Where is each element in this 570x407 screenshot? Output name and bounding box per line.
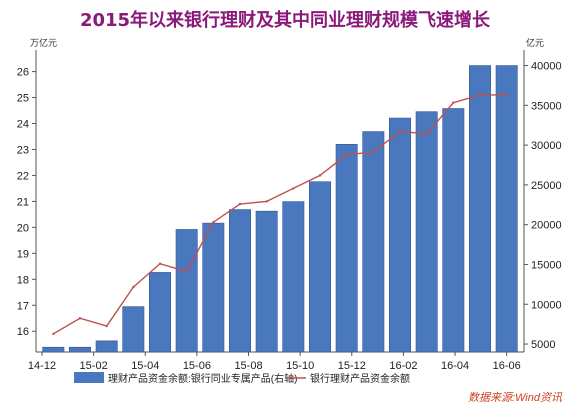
bar xyxy=(255,210,278,353)
bar xyxy=(149,272,171,353)
bar xyxy=(42,346,65,353)
bar xyxy=(122,306,145,353)
line-point xyxy=(372,150,375,154)
right-tick-label: 25000 xyxy=(531,180,562,192)
right-tick-label: 40000 xyxy=(531,61,562,73)
bar xyxy=(362,131,385,353)
legend-swatch-bar xyxy=(74,372,104,383)
line-point xyxy=(478,93,482,97)
line-point xyxy=(238,202,242,206)
line-point xyxy=(132,285,135,289)
right-tick-label: 15000 xyxy=(531,259,562,271)
right-tick-label: 35000 xyxy=(531,100,562,112)
line-point xyxy=(292,187,295,190)
line-point xyxy=(265,200,268,203)
x-tick-label: 16-02 xyxy=(389,360,417,372)
line-point xyxy=(78,317,82,320)
right-axis-unit: 亿元 xyxy=(526,37,544,48)
x-tick-label: 16-04 xyxy=(441,360,469,372)
source-note: 数据来源:Wind资讯 xyxy=(467,392,562,404)
line-point xyxy=(318,174,322,177)
axes: 万亿元 亿元 16 17 18 19 20 21 22 23 24 25 26 5000 10000 1500… xyxy=(17,37,562,372)
left-tick-label: 22 xyxy=(17,170,29,182)
x-tick-label: 15-04 xyxy=(131,360,159,372)
line-point xyxy=(212,220,215,224)
bar-series xyxy=(42,65,518,353)
left-axis-unit: 万亿元 xyxy=(30,37,57,48)
left-tick-label: 26 xyxy=(17,67,29,79)
bar xyxy=(69,346,91,353)
line-point xyxy=(158,262,162,265)
line-path xyxy=(52,94,507,335)
bar xyxy=(335,144,358,353)
line-point xyxy=(398,130,402,133)
bar xyxy=(175,229,198,353)
right-tick-label: 10000 xyxy=(531,299,562,311)
line-point xyxy=(185,270,188,273)
left-tick-label: 21 xyxy=(17,196,29,208)
left-tick-label: 19 xyxy=(17,248,29,260)
bar xyxy=(309,181,331,353)
x-tick-label: 15-02 xyxy=(80,360,108,372)
line-point xyxy=(425,132,428,136)
left-tick-label: 18 xyxy=(17,274,29,286)
left-tick-label: 25 xyxy=(17,93,29,105)
x-tick-label: 16-06 xyxy=(493,360,521,372)
right-tick-label: 5000 xyxy=(531,339,555,351)
x-tick-label: 14-12 xyxy=(28,360,56,372)
right-tick-label: 20000 xyxy=(531,220,562,232)
bar xyxy=(229,209,251,353)
bar xyxy=(469,65,491,353)
bar xyxy=(282,201,305,353)
bar xyxy=(95,340,118,353)
left-tick-label: 16 xyxy=(17,326,29,338)
line-point xyxy=(52,332,55,336)
x-tick-label: 15-12 xyxy=(338,360,366,372)
chart-title: 2015年以来银行理财及其中同业理财规模飞速增长 xyxy=(79,10,491,31)
line-series xyxy=(52,93,508,336)
bar xyxy=(442,108,465,353)
line-point xyxy=(452,101,455,104)
x-tick-label: 15-06 xyxy=(183,360,211,372)
left-tick-label: 17 xyxy=(17,300,29,312)
right-tick-label: 30000 xyxy=(531,140,562,152)
x-tick-label: 15-10 xyxy=(286,360,314,372)
bar xyxy=(495,65,518,353)
legend-label-line: 银行理财产品资金余额 xyxy=(310,372,410,385)
line-point xyxy=(505,93,508,97)
line-point xyxy=(105,324,108,328)
x-tick-label: 15-08 xyxy=(234,360,262,372)
line-point xyxy=(345,153,348,156)
legend: 理财产品资金余额:银行同业专属产品(右轴) 银行理财产品资金余额 xyxy=(74,372,410,385)
bar xyxy=(202,222,225,353)
bar xyxy=(389,117,411,353)
left-tick-label: 23 xyxy=(17,144,29,156)
left-tick-label: 24 xyxy=(17,119,29,131)
left-tick-label: 20 xyxy=(17,222,29,234)
bar xyxy=(415,111,438,353)
legend-label-bar: 理财产品资金余额:银行同业专属产品(右轴) xyxy=(108,372,297,385)
